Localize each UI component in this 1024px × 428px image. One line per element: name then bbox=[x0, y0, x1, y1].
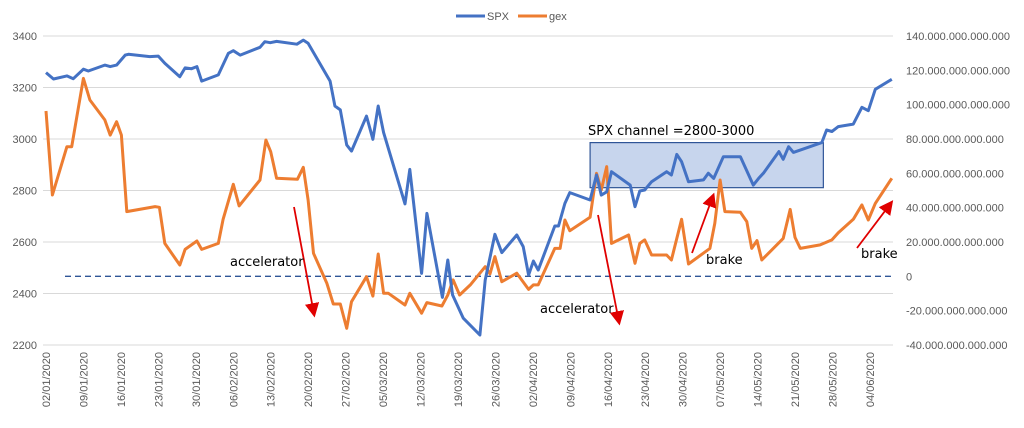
left-tick-label: 2200 bbox=[13, 340, 37, 352]
x-tick-label: 23/04/2020 bbox=[640, 352, 652, 407]
left-tick-label: 2800 bbox=[13, 186, 37, 198]
left-tick-label: 2600 bbox=[13, 237, 37, 249]
right-tick-label: 100.000.000.000.000 bbox=[906, 100, 1010, 112]
series-line-gex bbox=[44, 76, 894, 330]
right-tick-label: -40.000.000.000.000 bbox=[906, 340, 1008, 352]
x-tick-label: 30/01/2020 bbox=[191, 352, 203, 407]
right-tick-label: -20.000.000.000.000 bbox=[906, 306, 1008, 318]
right-tick-label: 40.000.000.000.000 bbox=[906, 203, 1004, 215]
x-tick-label: 20/02/2020 bbox=[303, 352, 315, 407]
accelerator-arrow-1 bbox=[293, 206, 320, 318]
annotation-accelerator-2: accelerator bbox=[540, 302, 614, 317]
x-tick-label: 09/04/2020 bbox=[565, 352, 577, 407]
series-line-spx bbox=[45, 38, 893, 337]
x-tick-label: 21/05/2020 bbox=[790, 352, 802, 407]
x-tick-label: 07/05/2020 bbox=[715, 352, 727, 407]
left-tick-label: 3400 bbox=[13, 31, 37, 43]
x-tick-label: 02/01/2020 bbox=[41, 352, 53, 407]
annotations: accelerator accelerator brake brake bbox=[230, 192, 898, 326]
x-tick-label: 09/01/2020 bbox=[78, 352, 90, 407]
legend-label-spx: SPX bbox=[487, 11, 510, 23]
annotation-brake-1: brake bbox=[706, 253, 743, 268]
x-tick-label: 30/04/2020 bbox=[678, 352, 690, 407]
legend-label-gex: gex bbox=[549, 11, 567, 23]
x-tick-label: 16/01/2020 bbox=[116, 352, 128, 407]
x-tick-label: 23/01/2020 bbox=[153, 352, 165, 407]
x-tick-label: 19/03/2020 bbox=[453, 352, 465, 407]
gridlines bbox=[43, 35, 893, 346]
x-tick-label: 27/02/2020 bbox=[341, 352, 353, 407]
left-axis: 2200 2400 2600 2800 3000 3200 3400 bbox=[13, 31, 37, 352]
x-tick-label: 28/05/2020 bbox=[827, 352, 839, 407]
right-tick-label: 0 bbox=[906, 271, 912, 283]
x-tick-label: 26/03/2020 bbox=[490, 352, 502, 407]
x-tick-label: 12/03/2020 bbox=[416, 352, 428, 407]
right-tick-label: 140.000.000.000.000 bbox=[906, 31, 1010, 43]
brake-arrow-1 bbox=[691, 192, 717, 254]
x-tick-label: 13/02/2020 bbox=[266, 352, 278, 407]
x-tick-label: 02/04/2020 bbox=[528, 352, 540, 407]
left-tick-label: 2400 bbox=[13, 289, 37, 301]
annotation-brake-2: brake bbox=[861, 247, 898, 262]
x-tick-label: 04/06/2020 bbox=[865, 352, 877, 407]
channel-label: SPX channel =2800-3000 bbox=[588, 124, 754, 139]
left-tick-label: 3200 bbox=[13, 83, 37, 95]
annotation-accelerator-1: accelerator bbox=[230, 255, 304, 270]
legend: SPX gex bbox=[456, 11, 567, 23]
right-tick-label: 80.000.000.000.000 bbox=[906, 134, 1004, 146]
x-axis: 02/01/2020 09/01/2020 16/01/2020 23/01/2020… bbox=[41, 352, 877, 407]
accelerator-arrow-2 bbox=[597, 214, 624, 326]
series-lines bbox=[44, 38, 894, 337]
brake-arrow-2 bbox=[856, 200, 894, 249]
x-tick-label: 05/03/2020 bbox=[378, 352, 390, 407]
x-tick-label: 06/02/2020 bbox=[228, 352, 240, 407]
spx-channel-box bbox=[589, 142, 824, 189]
right-tick-label: 120.000.000.000.000 bbox=[906, 65, 1010, 77]
x-tick-label: 14/05/2020 bbox=[753, 352, 765, 407]
right-tick-label: 60.000.000.000.000 bbox=[906, 168, 1004, 180]
right-axis: -40.000.000.000.000 -20.000.000.000.000 0 2… bbox=[906, 31, 1010, 352]
x-tick-label: 16/04/2020 bbox=[603, 352, 615, 407]
left-tick-label: 3000 bbox=[13, 134, 37, 146]
right-tick-label: 20.000.000.000.000 bbox=[906, 237, 1004, 249]
